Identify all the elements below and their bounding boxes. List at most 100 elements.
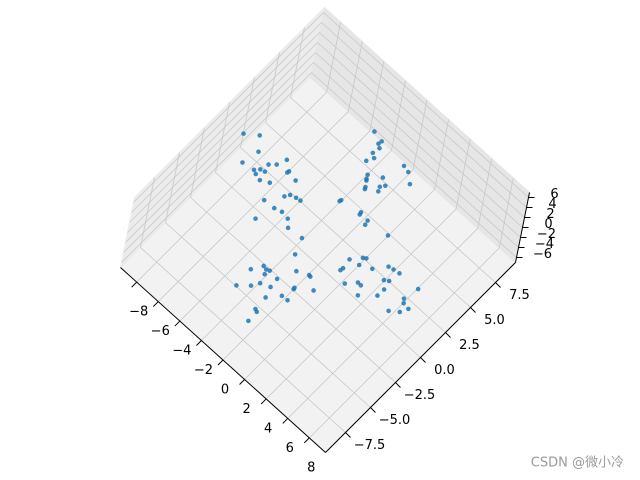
y-tick-label: −2.5 [404, 388, 436, 403]
point [357, 212, 363, 217]
point [386, 278, 392, 284]
grid [121, 12, 529, 439]
point [372, 129, 377, 134]
z-tick-label: 4 [548, 197, 556, 212]
z-tick-label: −6 [533, 247, 552, 262]
grid-line [123, 62, 314, 253]
point [285, 225, 291, 231]
point [362, 222, 368, 228]
point [365, 172, 370, 178]
point [293, 195, 299, 201]
point [401, 296, 407, 301]
point [287, 192, 293, 198]
point [401, 163, 407, 169]
point [306, 272, 312, 278]
axis-line [325, 262, 516, 453]
point [253, 216, 258, 221]
grid-line [140, 247, 346, 433]
grid-line [131, 22, 322, 213]
grid-line [265, 122, 471, 308]
y-tick [420, 357, 426, 363]
y-tick-label: 7.5 [509, 288, 530, 303]
x-tick-label: 8 [307, 460, 315, 475]
z-tick-label: −2 [537, 227, 556, 242]
point [370, 150, 376, 156]
point [347, 257, 352, 262]
point [246, 318, 251, 324]
y-tick [470, 307, 476, 313]
grid-line [129, 32, 320, 223]
point [364, 178, 369, 183]
point [271, 205, 277, 211]
point [355, 280, 361, 285]
point [406, 306, 411, 312]
grid-line [317, 42, 523, 228]
point [267, 180, 273, 186]
x-tick [152, 301, 159, 307]
point [407, 181, 413, 187]
point [298, 198, 303, 203]
grid-line [127, 42, 318, 233]
point [358, 283, 364, 288]
z-tick-label: 2 [546, 207, 554, 222]
point [241, 131, 246, 136]
point [406, 169, 411, 175]
point [274, 162, 280, 167]
axis-line [120, 267, 326, 453]
point [375, 189, 381, 194]
point [356, 262, 362, 268]
z-tick-label: 0 [544, 217, 552, 232]
axis-line [515, 192, 530, 263]
point [292, 285, 297, 291]
point [338, 267, 343, 273]
y-tick [395, 382, 401, 388]
point [282, 194, 287, 199]
point [253, 171, 259, 177]
point [262, 169, 268, 174]
point [274, 276, 280, 282]
x-tick-label: −4 [172, 344, 191, 359]
y-tick [445, 332, 451, 338]
point [285, 216, 291, 221]
point [292, 252, 298, 257]
point [365, 218, 370, 223]
x-tick-label: −8 [129, 305, 148, 320]
y-tick [370, 407, 376, 413]
point [256, 149, 261, 155]
y-tick [495, 282, 501, 288]
point [375, 293, 380, 298]
point [285, 170, 290, 175]
grid-line [215, 172, 421, 358]
points [234, 129, 421, 324]
point [415, 286, 421, 292]
z-tick-label: 6 [550, 187, 558, 202]
point [294, 268, 299, 274]
grid-line [321, 22, 527, 208]
x-tick [174, 320, 181, 327]
axes: −8−6−4−202468−7.5−5.0−2.50.02.55.07.5−6−… [120, 187, 559, 475]
x-tick-label: 0 [221, 383, 229, 398]
point [360, 255, 366, 261]
point [370, 266, 375, 272]
point [311, 288, 316, 293]
point [377, 184, 383, 190]
grid-line [323, 12, 529, 198]
y-tick-label: −7.5 [354, 438, 386, 453]
point [376, 141, 381, 147]
x-tick [239, 379, 245, 385]
point [385, 233, 391, 238]
point [381, 277, 387, 283]
point [299, 235, 305, 241]
point [381, 287, 387, 292]
y-tick-label: −5.0 [379, 413, 411, 428]
point [248, 283, 254, 288]
point [371, 155, 377, 161]
point [362, 186, 368, 192]
point [262, 271, 267, 277]
y-tick-label: 0.0 [434, 363, 455, 378]
x-tick [217, 359, 224, 366]
point [267, 268, 273, 273]
point [257, 280, 263, 286]
point [386, 308, 391, 314]
